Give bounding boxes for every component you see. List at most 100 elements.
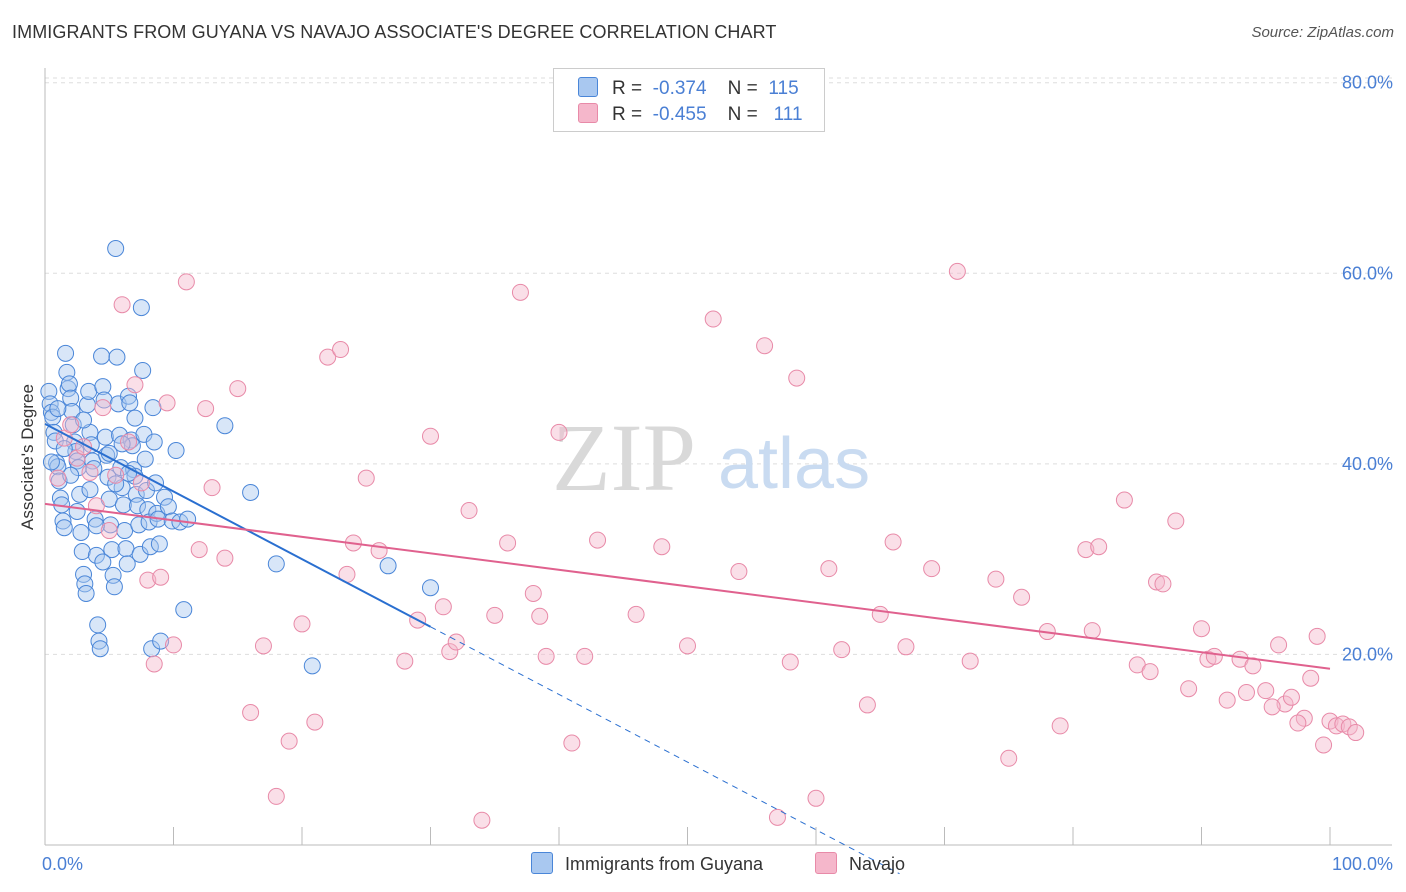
data-point-navajo bbox=[1077, 541, 1095, 559]
data-point-navajo bbox=[1013, 588, 1031, 606]
data-point-guyana bbox=[87, 546, 105, 564]
data-point-guyana bbox=[122, 431, 140, 449]
data-point-navajo bbox=[679, 637, 696, 655]
data-point-guyana bbox=[107, 240, 125, 258]
data-point-navajo bbox=[1180, 680, 1198, 698]
data-point-navajo bbox=[576, 647, 594, 665]
data-point-navajo bbox=[1302, 669, 1320, 687]
data-point-guyana bbox=[62, 466, 80, 484]
data-point-navajo bbox=[833, 641, 851, 659]
data-point-guyana bbox=[103, 541, 121, 559]
y-tick-labels: 20.0% 40.0% 60.0% 80.0% bbox=[1342, 73, 1393, 665]
data-point-navajo bbox=[229, 380, 247, 398]
data-point-navajo bbox=[242, 704, 260, 722]
data-point-navajo bbox=[499, 534, 517, 552]
data-point-guyana bbox=[167, 442, 185, 460]
y-tick-label: 20.0% bbox=[1342, 644, 1393, 664]
data-point-navajo bbox=[1257, 682, 1275, 700]
bottom-legend-navajo: Navajo bbox=[815, 852, 905, 875]
data-point-navajo bbox=[139, 571, 157, 589]
legend-row-guyana: R = -0.374 N = 115 bbox=[578, 77, 799, 99]
data-point-navajo bbox=[1327, 717, 1345, 735]
data-point-navajo bbox=[627, 605, 645, 623]
data-point-navajo bbox=[1090, 538, 1108, 556]
data-point-navajo bbox=[319, 348, 337, 366]
data-point-navajo bbox=[589, 531, 607, 549]
data-point-navajo bbox=[1289, 714, 1307, 732]
data-point-navajo bbox=[550, 423, 568, 441]
data-point-navajo bbox=[1237, 684, 1255, 702]
data-point-guyana bbox=[179, 510, 197, 528]
data-point-navajo bbox=[858, 696, 876, 714]
data-point-guyana bbox=[80, 382, 98, 400]
data-point-guyana bbox=[126, 409, 144, 427]
data-point-navajo bbox=[145, 655, 163, 673]
data-point-navajo bbox=[1141, 663, 1159, 681]
trend-lines bbox=[44, 422, 1331, 875]
data-point-navajo bbox=[370, 542, 388, 560]
data-point-navajo bbox=[126, 376, 144, 394]
data-point-guyana bbox=[132, 299, 150, 317]
data-point-guyana bbox=[175, 601, 193, 619]
data-point-navajo bbox=[820, 560, 838, 578]
data-point-navajo bbox=[332, 341, 350, 359]
data-point-navajo bbox=[254, 637, 272, 655]
data-point-navajo bbox=[923, 560, 941, 578]
data-point-navajo bbox=[267, 787, 285, 805]
data-point-navajo bbox=[1340, 718, 1358, 736]
data-point-guyana bbox=[96, 428, 114, 446]
legend-r-label: R = bbox=[612, 104, 643, 125]
data-point-navajo bbox=[81, 463, 99, 481]
data-point-navajo bbox=[1000, 749, 1018, 767]
data-point-navajo bbox=[524, 584, 542, 602]
data-point-guyana bbox=[216, 417, 234, 435]
data-point-navajo bbox=[165, 636, 182, 654]
data-point-navajo bbox=[280, 732, 298, 750]
data-point-navajo bbox=[730, 563, 748, 581]
data-point-guyana bbox=[77, 584, 95, 602]
data-point-navajo bbox=[1154, 575, 1172, 593]
data-point-navajo bbox=[306, 713, 324, 731]
data-point-guyana bbox=[116, 522, 134, 540]
watermark: ZIP atlas bbox=[552, 404, 870, 511]
data-point-navajo bbox=[1205, 647, 1223, 665]
grid bbox=[45, 77, 1392, 655]
data-point-guyana bbox=[113, 435, 131, 453]
data-point-navajo bbox=[807, 789, 825, 807]
data-point-navajo bbox=[756, 337, 774, 355]
data-point-guyana bbox=[71, 485, 89, 503]
data-point-navajo bbox=[1148, 573, 1166, 591]
source-label: Source: ZipAtlas.com bbox=[1251, 24, 1394, 41]
x-tick-labels: 0.0% 100.0% bbox=[42, 854, 1393, 874]
trend-line-navajo bbox=[44, 502, 1331, 670]
data-point-navajo bbox=[1347, 724, 1365, 742]
data-point-guyana bbox=[94, 378, 112, 396]
data-point-navajo bbox=[357, 469, 375, 487]
data-point-navajo bbox=[441, 643, 459, 661]
data-point-navajo bbox=[100, 522, 118, 540]
data-point-navajo bbox=[94, 399, 112, 417]
data-point-guyana bbox=[62, 389, 80, 407]
data-point-navajo bbox=[460, 502, 478, 520]
bottom-legend-guyana: Immigrants from Guyana bbox=[531, 852, 763, 875]
data-point-navajo bbox=[1270, 636, 1288, 654]
data-point-navajo bbox=[152, 568, 170, 586]
data-point-guyana bbox=[242, 483, 260, 501]
data-point-navajo bbox=[293, 615, 311, 633]
watermark-zip: ZIP bbox=[552, 404, 696, 511]
data-point-navajo bbox=[447, 633, 465, 651]
data-point-guyana bbox=[55, 519, 73, 537]
data-point-guyana bbox=[118, 555, 136, 573]
data-point-guyana bbox=[44, 408, 62, 426]
chart-title: IMMIGRANTS FROM GUYANA VS NAVAJO ASSOCIA… bbox=[12, 22, 777, 42]
data-point-guyana bbox=[89, 616, 107, 634]
data-point-navajo bbox=[49, 469, 67, 487]
data-point-navajo bbox=[1218, 691, 1236, 709]
data-point-navajo bbox=[177, 273, 195, 291]
data-point-guyana bbox=[117, 540, 135, 558]
legend-n-label: N = bbox=[727, 104, 758, 125]
data-point-guyana bbox=[150, 535, 168, 553]
y-axis-label: Associate's Degree bbox=[18, 384, 37, 530]
bottom-legend-swatch-blue bbox=[531, 852, 553, 874]
data-point-guyana bbox=[54, 512, 72, 530]
